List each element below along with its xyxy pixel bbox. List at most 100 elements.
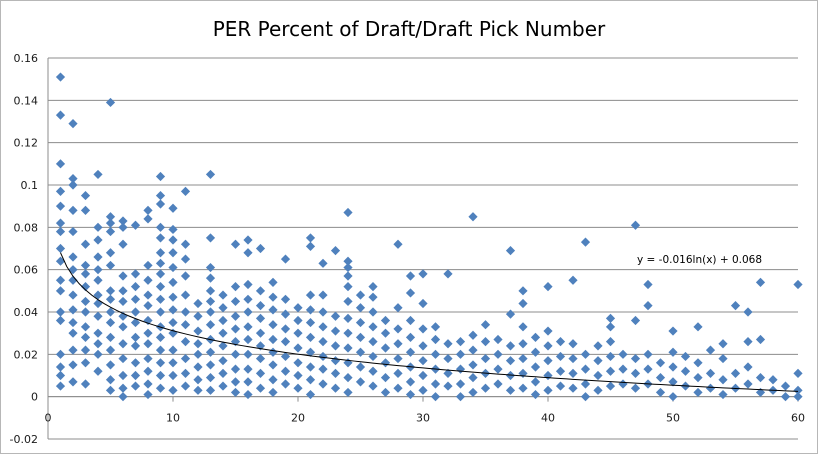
data-point bbox=[343, 387, 353, 398]
data-point bbox=[243, 349, 253, 359]
data-point bbox=[305, 332, 316, 342]
data-point bbox=[518, 368, 528, 378]
data-point bbox=[230, 296, 241, 307]
data-point bbox=[80, 296, 91, 307]
data-point bbox=[555, 381, 566, 391]
data-point bbox=[55, 110, 66, 120]
data-point bbox=[780, 381, 791, 391]
data-point bbox=[218, 328, 228, 338]
data-point bbox=[68, 180, 78, 190]
data-point bbox=[68, 290, 78, 300]
data-point bbox=[393, 303, 403, 313]
data-point bbox=[605, 366, 616, 376]
data-point bbox=[780, 392, 791, 402]
data-point bbox=[68, 328, 78, 338]
data-point bbox=[380, 358, 391, 368]
data-point bbox=[168, 262, 178, 273]
data-point bbox=[305, 305, 316, 315]
data-point bbox=[93, 265, 103, 275]
data-point bbox=[143, 353, 153, 364]
data-point bbox=[705, 383, 716, 393]
data-point bbox=[530, 362, 541, 372]
y-tick-label: 0.08 bbox=[14, 221, 39, 234]
data-point bbox=[118, 271, 128, 281]
data-point bbox=[418, 341, 428, 351]
data-point bbox=[405, 271, 416, 281]
data-point bbox=[168, 224, 178, 235]
data-point bbox=[143, 389, 153, 400]
data-point bbox=[55, 243, 66, 254]
data-point bbox=[743, 337, 753, 347]
data-point bbox=[418, 269, 428, 279]
data-point bbox=[393, 383, 403, 393]
data-point bbox=[55, 159, 66, 169]
data-point bbox=[393, 239, 403, 249]
data-point bbox=[455, 337, 466, 347]
data-point bbox=[68, 174, 78, 184]
data-point bbox=[268, 375, 278, 385]
data-point bbox=[505, 356, 516, 366]
data-point bbox=[280, 337, 291, 347]
x-tick-label: 60 bbox=[791, 412, 805, 425]
data-point bbox=[280, 351, 291, 362]
data-point bbox=[118, 216, 128, 226]
data-point bbox=[130, 332, 141, 342]
data-point bbox=[93, 339, 103, 349]
data-point bbox=[93, 222, 103, 232]
data-point bbox=[693, 358, 703, 368]
data-point bbox=[368, 307, 378, 317]
data-point bbox=[105, 212, 116, 222]
data-point bbox=[480, 320, 491, 330]
data-point bbox=[230, 349, 241, 359]
data-point bbox=[380, 315, 391, 326]
data-point bbox=[68, 205, 78, 215]
data-point bbox=[168, 235, 178, 245]
data-point bbox=[230, 377, 241, 387]
y-tick-label: 0.06 bbox=[14, 264, 39, 277]
data-point bbox=[68, 360, 78, 370]
data-point bbox=[680, 351, 691, 362]
data-point bbox=[243, 307, 253, 317]
data-point bbox=[305, 389, 316, 400]
y-tick-label: -0.02 bbox=[10, 433, 38, 446]
data-point bbox=[655, 387, 666, 398]
data-point bbox=[205, 307, 216, 317]
data-point bbox=[80, 322, 91, 332]
data-point bbox=[218, 290, 228, 300]
data-point bbox=[430, 349, 441, 359]
data-point bbox=[205, 169, 216, 180]
data-point bbox=[743, 362, 753, 372]
y-tick-label: 0.14 bbox=[14, 94, 39, 107]
data-point bbox=[330, 341, 341, 351]
data-point bbox=[380, 387, 391, 398]
data-point bbox=[105, 218, 116, 228]
data-point bbox=[730, 301, 741, 311]
trendline bbox=[60, 252, 799, 392]
data-point bbox=[280, 366, 291, 376]
data-point bbox=[143, 301, 153, 311]
data-point bbox=[268, 305, 278, 315]
data-point bbox=[568, 353, 578, 364]
data-point bbox=[368, 381, 378, 391]
data-point bbox=[643, 301, 653, 311]
data-point bbox=[555, 351, 566, 362]
data-point bbox=[155, 358, 166, 368]
data-point bbox=[193, 385, 203, 395]
data-point bbox=[280, 294, 291, 304]
data-point bbox=[293, 370, 303, 381]
data-point bbox=[268, 347, 278, 357]
data-point bbox=[205, 373, 216, 383]
data-point bbox=[580, 237, 591, 247]
data-point bbox=[343, 271, 353, 281]
data-point bbox=[218, 368, 228, 378]
data-point bbox=[355, 332, 366, 342]
data-point bbox=[130, 381, 141, 391]
data-point bbox=[643, 279, 653, 290]
chart-title: PER Percent of Draft/Draft Pick Number bbox=[213, 17, 606, 41]
data-point bbox=[418, 324, 428, 334]
data-point bbox=[380, 343, 391, 353]
data-point bbox=[368, 282, 378, 292]
data-point bbox=[218, 303, 228, 313]
data-point bbox=[493, 379, 503, 389]
data-point bbox=[155, 307, 166, 317]
